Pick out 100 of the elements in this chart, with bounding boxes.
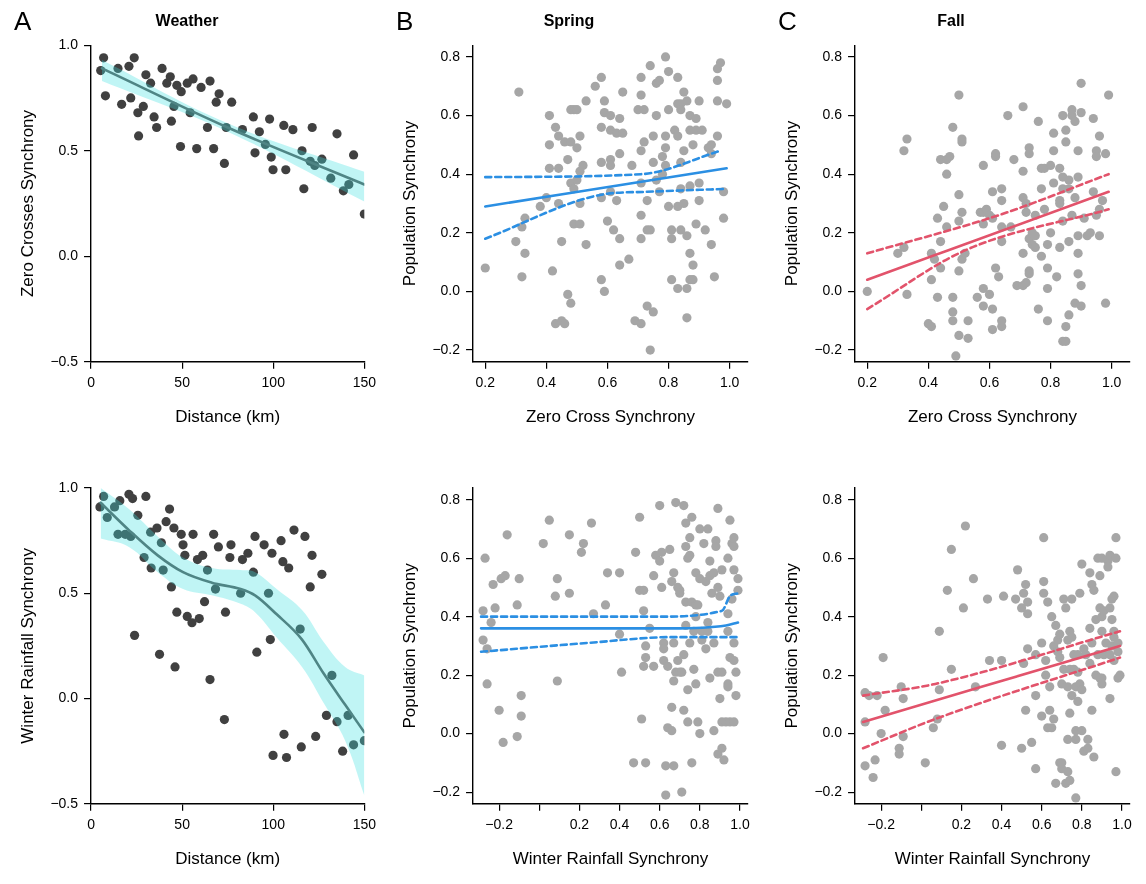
point xyxy=(264,114,275,124)
x-tick-label: 0.6 xyxy=(979,374,1000,391)
y-axis-title: Winter Rainfall Synchrony xyxy=(17,547,37,744)
point xyxy=(157,63,167,74)
y-tick-label: 0.5 xyxy=(58,141,79,158)
y-tick-label: −0.2 xyxy=(432,340,461,357)
x-tick-label: 0.6 xyxy=(649,816,670,833)
y-tick-label: −0.5 xyxy=(50,352,79,369)
x-tick-label: 1.0 xyxy=(730,816,750,833)
point xyxy=(192,144,202,154)
x-tick-label: 150 xyxy=(352,374,377,391)
y-axis-title: Population Synchrony xyxy=(781,562,801,729)
point xyxy=(165,72,175,82)
x-tick-label: 0.8 xyxy=(1072,816,1092,833)
point xyxy=(297,146,307,156)
y-axis-title: Population Synchrony xyxy=(781,120,801,287)
point xyxy=(175,141,186,152)
y-tick-label: 0.8 xyxy=(822,47,843,64)
point xyxy=(219,158,229,168)
x-tick-label: 0.8 xyxy=(658,374,679,391)
point xyxy=(268,165,278,175)
point xyxy=(152,122,162,133)
y-tick-label: 1.0 xyxy=(58,478,79,495)
x-tick-label: 0.2 xyxy=(951,816,972,833)
y-tick-label: 0.0 xyxy=(822,724,843,741)
text: C xyxy=(778,6,797,37)
x-tick-label: 0.2 xyxy=(475,374,496,391)
point xyxy=(326,173,336,183)
point xyxy=(124,61,134,71)
point xyxy=(196,82,206,93)
x-tick-label: 0 xyxy=(87,374,96,391)
point xyxy=(317,154,327,164)
text: A xyxy=(14,6,32,37)
y-tick-label: 0.0 xyxy=(440,282,461,299)
point xyxy=(100,91,111,101)
y-tick-label: 0.6 xyxy=(440,106,461,123)
y-tick-label: 0.5 xyxy=(58,584,79,601)
y-tick-label: 0.4 xyxy=(822,607,843,624)
point xyxy=(209,144,219,154)
point xyxy=(214,89,224,99)
y-tick-label: 0.4 xyxy=(440,607,461,624)
y-tick-label: −0.2 xyxy=(432,782,461,799)
chart-title: Spring xyxy=(543,12,595,30)
y-tick-label: −0.2 xyxy=(814,340,843,357)
x-tick-label: 0.6 xyxy=(597,374,618,391)
point xyxy=(146,78,156,88)
point xyxy=(113,63,123,74)
y-tick-label: 0.8 xyxy=(822,490,843,507)
point xyxy=(344,179,354,190)
point xyxy=(176,87,186,97)
point xyxy=(279,120,289,131)
x-axis-title: Zero Cross Synchrony xyxy=(525,407,696,427)
y-tick-label: 0.4 xyxy=(822,165,843,182)
point xyxy=(266,152,276,162)
point xyxy=(205,76,215,86)
point xyxy=(281,165,291,175)
x-tick-label: 0.8 xyxy=(1040,374,1061,391)
x-tick-label: 50 xyxy=(174,816,191,833)
point xyxy=(133,108,143,118)
y-tick-label: −0.5 xyxy=(50,794,79,811)
point xyxy=(227,97,237,107)
y-tick-label: 0.8 xyxy=(440,490,461,507)
y-tick-label: 0.2 xyxy=(822,666,843,682)
y-tick-label: 0.2 xyxy=(440,223,461,240)
point xyxy=(99,53,109,63)
point xyxy=(141,70,151,80)
point xyxy=(126,93,136,103)
x-axis-title: Zero Cross Synchrony xyxy=(907,407,1078,427)
x-tick-label: 0.4 xyxy=(536,374,557,391)
y-tick-label: 0.4 xyxy=(440,165,461,182)
point xyxy=(254,127,264,137)
x-tick-label: 1.0 xyxy=(1101,374,1122,391)
x-tick-label: 0.4 xyxy=(918,374,939,391)
chart-title: Weather xyxy=(155,12,219,30)
x-tick-label: 50 xyxy=(174,374,191,391)
y-tick-label: 0.6 xyxy=(822,549,843,566)
point xyxy=(288,125,298,135)
point xyxy=(138,101,148,112)
x-axis-title: Distance (km) xyxy=(175,849,281,869)
y-tick-label: 0.0 xyxy=(822,282,843,299)
point xyxy=(332,129,342,139)
x-tick-label: 1.0 xyxy=(1112,816,1132,833)
x-tick-label: 1.0 xyxy=(719,374,740,391)
x-tick-label: 0.6 xyxy=(1031,816,1052,833)
point xyxy=(299,184,309,194)
x-axis-title: Winter Rainfall Synchrony xyxy=(894,849,1091,869)
point xyxy=(211,97,221,107)
point xyxy=(129,53,139,63)
x-tick-label: 0 xyxy=(87,816,96,833)
point xyxy=(307,122,317,133)
point xyxy=(250,148,260,158)
y-tick-label: 0.2 xyxy=(822,223,843,240)
point xyxy=(188,74,198,84)
chart-title: Fall xyxy=(937,12,965,30)
y-axis-title: Population Synchrony xyxy=(399,562,419,729)
y-tick-label: 0.2 xyxy=(440,666,461,682)
y-tick-label: −0.2 xyxy=(814,782,843,799)
x-tick-label: 100 xyxy=(261,374,286,391)
y-tick-label: 0.0 xyxy=(58,247,79,264)
point xyxy=(166,116,176,126)
